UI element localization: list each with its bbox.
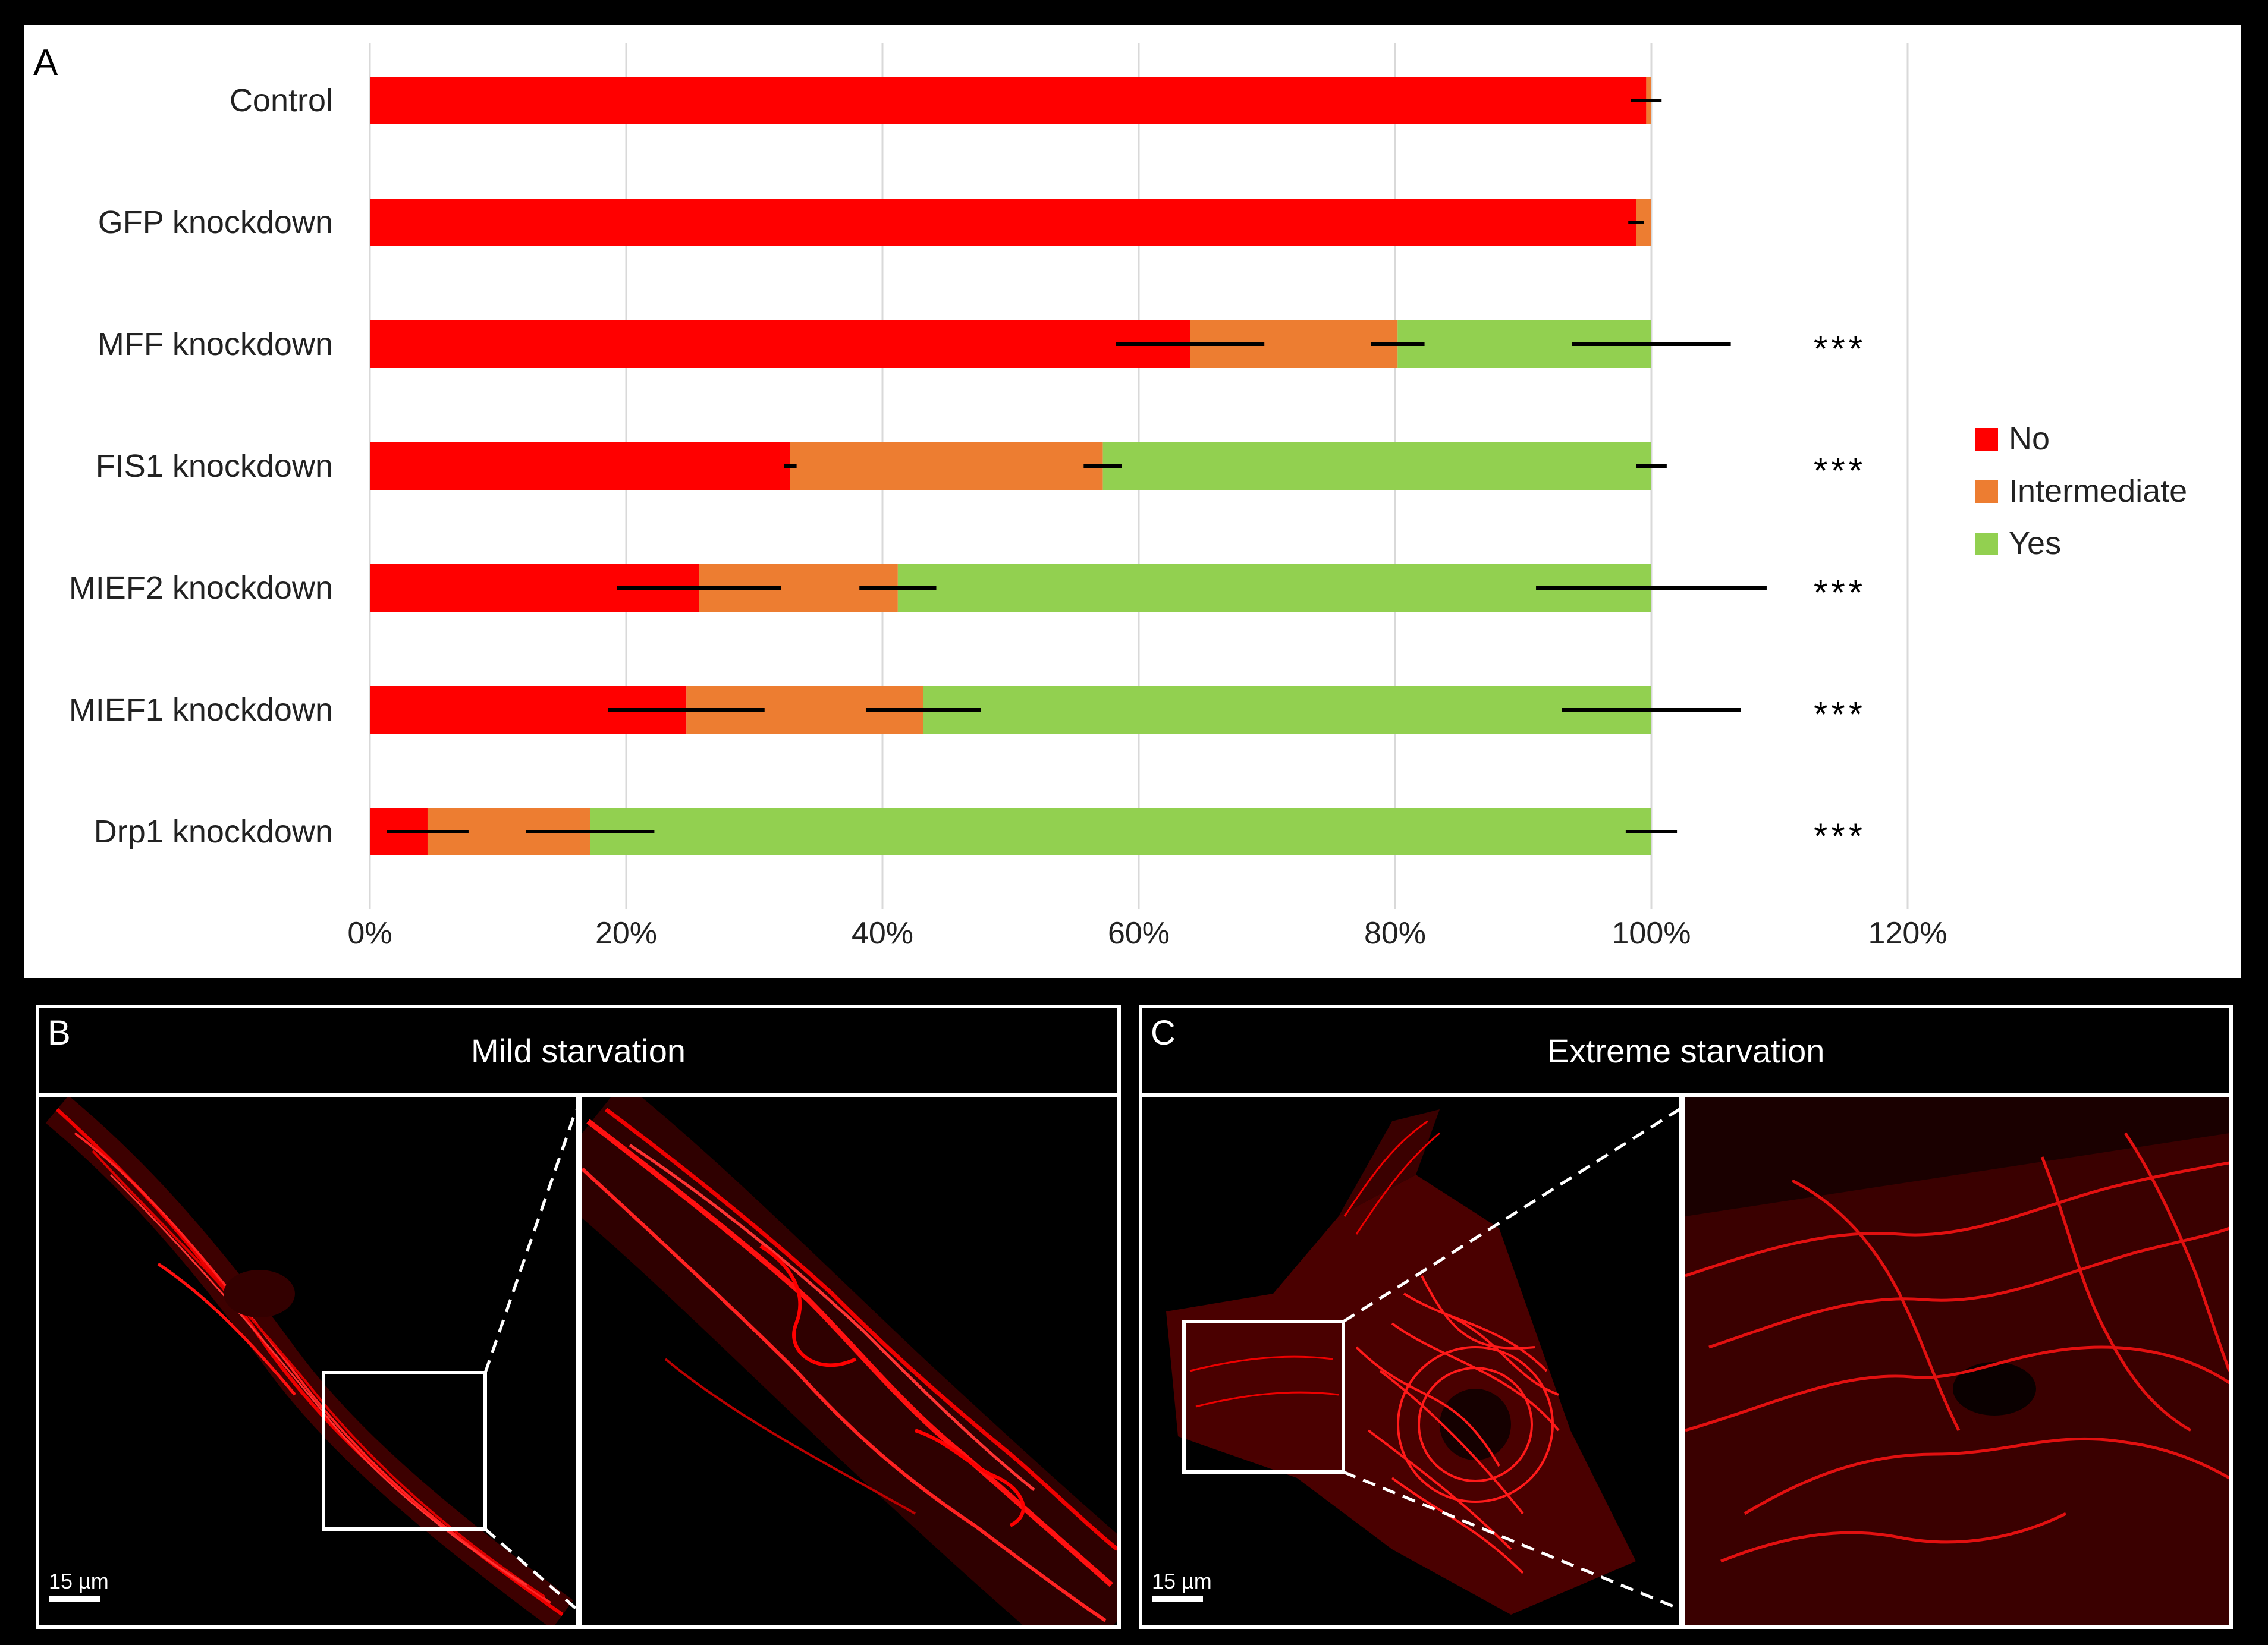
panel-c-title: Extreme starvation xyxy=(1142,1008,2229,1097)
legend-swatch xyxy=(1975,533,1998,555)
legend-swatch xyxy=(1975,428,1998,451)
category-label: MIEF1 knockdown xyxy=(69,692,333,728)
category-label: MIEF2 knockdown xyxy=(69,570,333,606)
x-tick-label: 0% xyxy=(347,916,392,951)
significance-marker: *** xyxy=(1814,451,1866,490)
category-label: GFP knockdown xyxy=(98,205,333,240)
legend-label: Yes xyxy=(2009,526,2061,561)
x-tick-label: 100% xyxy=(1612,916,1691,951)
bar-segment-yes xyxy=(923,686,1651,734)
x-tick-label: 60% xyxy=(1108,916,1170,951)
panel-letter-b: B xyxy=(48,1014,71,1052)
panel-b-title: Mild starvation xyxy=(39,1008,1117,1097)
category-label: Control xyxy=(230,83,333,118)
chart-panel-a: A Control GFP knockdown MFF knockdown FIS1 … xyxy=(20,21,2244,982)
significance-marker: *** xyxy=(1814,694,1866,734)
significance-marker: *** xyxy=(1814,816,1866,856)
mild-starvation-overview-image: 15 µm xyxy=(39,1097,576,1625)
bar-segment-yes xyxy=(897,564,1651,612)
x-tick-labels: 0% 20% 40% 60% 80% 100% 120% xyxy=(347,916,1947,951)
bar-segment-no xyxy=(370,442,790,490)
panel-b-scale-bar: 15 µm xyxy=(49,1569,109,1593)
extreme-starvation-overview-image: 15 µm xyxy=(1142,1097,1679,1625)
stacked-bar-chart: A Control GFP knockdown MFF knockdown FIS1 … xyxy=(33,42,2187,951)
bar-segment-no xyxy=(370,199,1636,246)
bars xyxy=(370,77,1652,855)
category-label: FIS1 knockdown xyxy=(96,448,333,484)
x-tick-label: 20% xyxy=(595,916,657,951)
bar-segment-yes xyxy=(1102,442,1651,490)
significance-marker: *** xyxy=(1814,573,1866,612)
significance-markers: *** *** *** *** *** xyxy=(1814,329,1866,856)
panel-letter-a: A xyxy=(33,42,58,83)
panel-c-scale-bar: 15 µm xyxy=(1152,1569,1212,1593)
bar-segment-yes xyxy=(590,808,1652,855)
x-tick-label: 80% xyxy=(1364,916,1426,951)
bar-segment-intermediate xyxy=(790,442,1103,490)
legend: No Intermediate Yes xyxy=(1975,421,2187,561)
category-labels: Control GFP knockdown MFF knockdown FIS1 kn… xyxy=(69,83,333,850)
image-panel-c: Extreme starvation C xyxy=(1139,1005,2233,1629)
extreme-starvation-zoom-image xyxy=(1685,1097,2229,1625)
legend-label: Intermediate xyxy=(2009,473,2187,509)
mild-starvation-zoom-image xyxy=(582,1097,1117,1625)
category-label: MFF knockdown xyxy=(98,326,333,362)
panel-c-divider xyxy=(1679,1097,1685,1625)
category-label: Drp1 knockdown xyxy=(94,814,333,850)
legend-label: No xyxy=(2009,421,2050,457)
significance-marker: *** xyxy=(1814,329,1866,369)
error-bars xyxy=(387,99,1767,833)
bar-segment-no xyxy=(370,77,1647,124)
panel-letter-c: C xyxy=(1151,1014,1176,1052)
panel-b-divider xyxy=(576,1097,582,1625)
bar-segment-no xyxy=(370,320,1190,368)
x-tick-label: 120% xyxy=(1868,916,1947,951)
legend-swatch xyxy=(1975,480,1998,503)
image-panel-b: Mild starvation B 15 µm xyxy=(36,1005,1121,1629)
x-tick-label: 40% xyxy=(852,916,913,951)
